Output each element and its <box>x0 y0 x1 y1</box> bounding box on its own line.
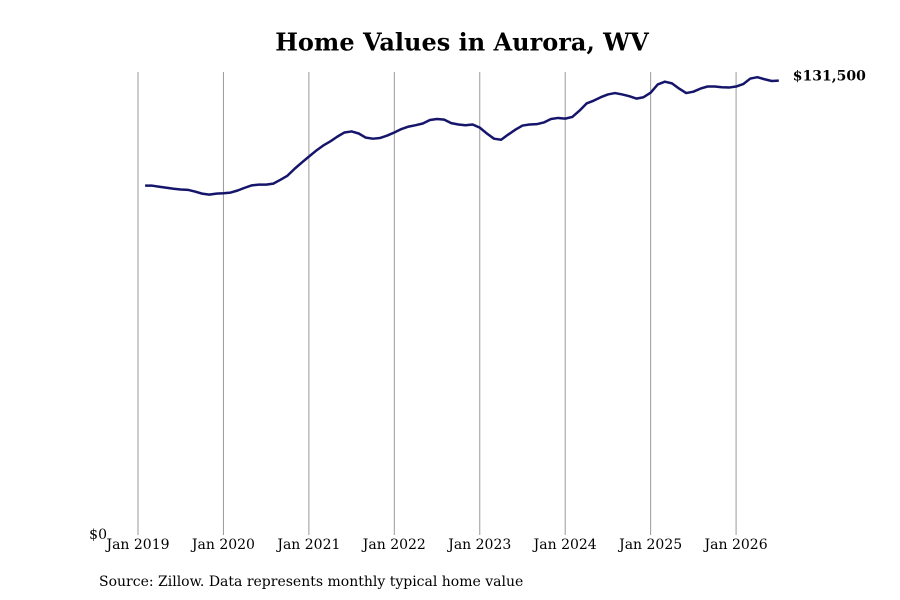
y-tick-label: $0 <box>89 527 107 543</box>
source-note: Source: Zillow. Data represents monthly … <box>99 574 523 590</box>
x-tick-label: Jan 2024 <box>532 537 597 553</box>
x-tick-label: Jan 2022 <box>361 537 426 553</box>
data-line <box>145 75 779 196</box>
x-tick-label: Jan 2021 <box>275 537 340 553</box>
x-tick-label: Jan 2026 <box>703 537 768 553</box>
end-value-label: $131,500 <box>793 69 866 85</box>
x-tick-label: Jan 2023 <box>446 537 511 553</box>
chart-title: Home Values in Aurora, WV <box>275 28 649 57</box>
x-tick-label: Jan 2020 <box>190 537 255 553</box>
x-tick-label: Jan 2025 <box>617 537 682 553</box>
x-tick-label: Jan 2019 <box>104 537 169 553</box>
